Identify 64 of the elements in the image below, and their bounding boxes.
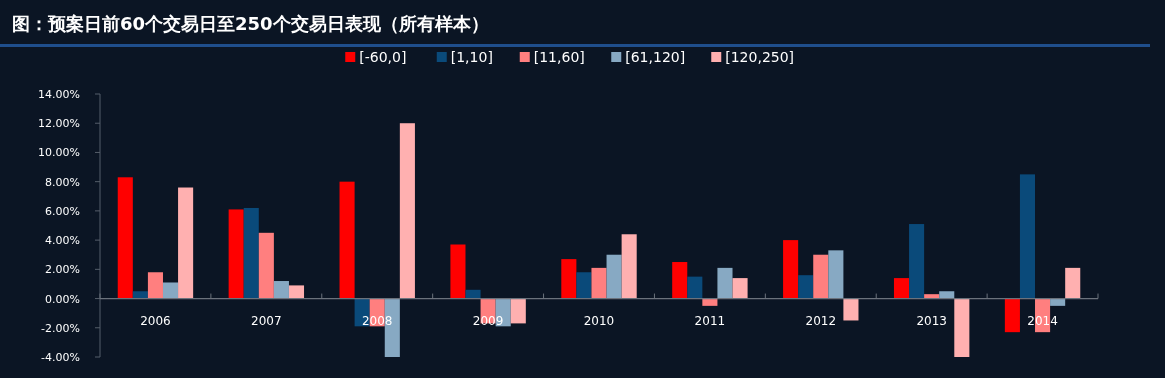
bar [813, 254, 829, 299]
bar [243, 207, 259, 299]
bar [178, 187, 194, 299]
bar [717, 267, 733, 299]
bar [561, 259, 577, 299]
legend-label: [11,60] [533, 49, 585, 65]
bar [510, 298, 526, 324]
bar [909, 224, 925, 299]
y-tick-label: 14.00% [38, 88, 80, 101]
bar [954, 298, 970, 357]
bar [1065, 267, 1081, 299]
x-tick-label: 2012 [805, 313, 837, 328]
y-tick-label: 6.00% [45, 204, 80, 218]
bar [465, 289, 481, 299]
title: 图：预案日前60个交易日至250个交易日表现（所有样本） [12, 13, 489, 34]
bar [621, 234, 637, 299]
bar [798, 275, 814, 299]
y-tick-label: 4.00% [45, 234, 80, 248]
bar [939, 291, 955, 299]
x-tick-label: 2011 [694, 313, 726, 328]
bar [147, 272, 163, 299]
x-tick-label: 2007 [251, 313, 282, 328]
bar [732, 278, 748, 299]
bar [258, 232, 274, 299]
bar [576, 272, 592, 299]
y-tick-label: 12.00% [38, 117, 80, 131]
bar [228, 209, 244, 299]
bar [672, 262, 688, 299]
bar [893, 278, 910, 299]
bar [591, 267, 607, 299]
bar [843, 298, 859, 321]
bar [273, 281, 289, 299]
x-tick-label: 2008 [361, 313, 393, 328]
y-tick-label: 2.00% [45, 263, 80, 277]
bar [399, 123, 415, 299]
bar [162, 282, 179, 299]
bar [339, 181, 355, 299]
bar [450, 244, 466, 299]
bar [702, 298, 718, 306]
legend-label: [1,10] [450, 49, 493, 65]
x-tick-label: 2010 [583, 313, 615, 328]
bar [132, 291, 148, 299]
y-tick-label: 10.00% [38, 146, 80, 160]
bar [783, 240, 799, 299]
bar [828, 250, 844, 299]
x-tick-label: 2014 [1027, 313, 1058, 328]
bar [1019, 174, 1036, 299]
y-tick-label: 0.00% [45, 292, 80, 306]
bar [288, 285, 305, 299]
x-tick-label: 2006 [140, 313, 171, 328]
x-tick-label: 2009 [472, 313, 504, 328]
legend-label: [120,250] [725, 49, 795, 65]
bar [606, 254, 622, 299]
y-tick-label: -4.00% [41, 351, 80, 364]
bar [1050, 298, 1066, 306]
y-tick-label: 8.00% [45, 175, 80, 189]
bar [924, 294, 940, 299]
legend-label: [-60,0] [359, 49, 407, 65]
legend-label: [61,120] [625, 49, 686, 65]
bar [1004, 298, 1020, 333]
y-tick-label: -2.00% [41, 321, 80, 335]
x-tick-label: 2013 [916, 313, 947, 328]
bar [687, 276, 703, 299]
bar [117, 177, 133, 299]
